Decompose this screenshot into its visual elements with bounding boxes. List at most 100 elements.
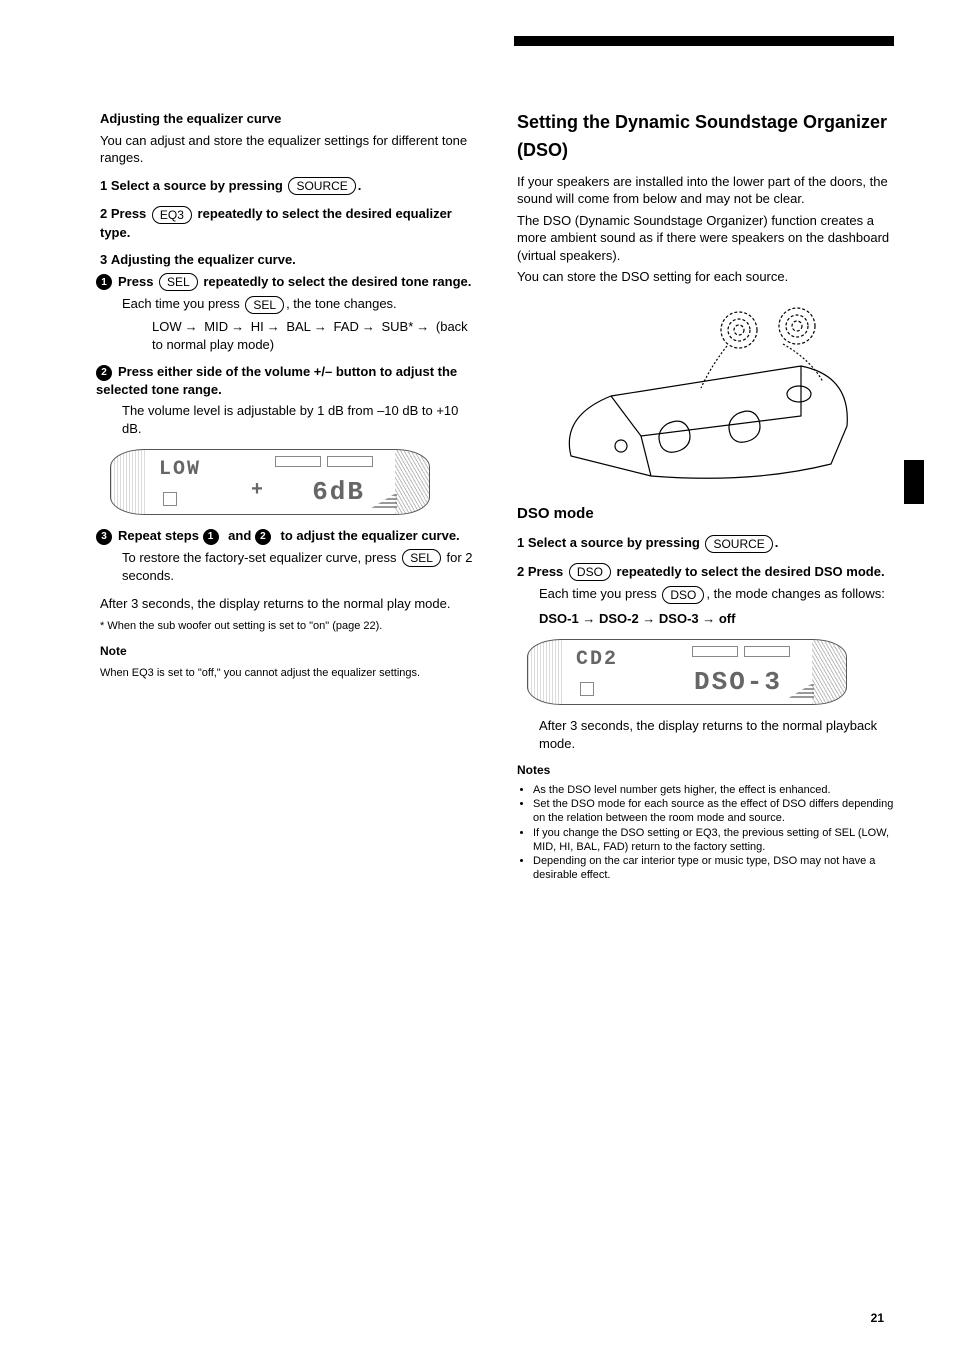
arrow-right-icon: →: [416, 319, 429, 334]
text: Press either side of the volume +/– butt…: [96, 364, 457, 397]
lcd-hatch-right: [812, 640, 846, 704]
flow-item: FAD: [334, 319, 359, 334]
notes-list: As the DSO level number gets higher, the…: [517, 783, 894, 883]
arrow-right-icon: →: [314, 319, 327, 334]
note-item: Set the DSO mode for each source as the …: [533, 797, 894, 826]
dso-button-label: DSO: [569, 563, 611, 581]
text: repeatedly to select the desired DSO mod…: [613, 564, 885, 579]
text: repeatedly to select the desired tone ra…: [200, 274, 472, 289]
text: Press: [118, 274, 157, 289]
restore-text: To restore the factory-set equalizer cur…: [122, 549, 477, 585]
sel-button-label: SEL: [159, 273, 198, 291]
notes-label: Notes: [517, 762, 894, 778]
lcd-display-1: LOW + 6dB: [110, 449, 477, 515]
sel-button-label: SEL: [245, 296, 284, 314]
header-black-bar: [514, 36, 894, 46]
right-p3: You can store the DSO setting for each s…: [517, 268, 894, 286]
left-after-text: After 3 seconds, the display returns to …: [100, 595, 477, 613]
right-p1: If your speakers are installed into the …: [517, 173, 894, 208]
text: Select a source by pressing: [111, 178, 287, 193]
eq3-button-label: EQ3: [152, 206, 192, 224]
lcd-display-2: CD2 DSO-3: [527, 639, 894, 705]
numball-1: 1: [96, 274, 112, 290]
left-column: Adjusting the equalizer curve You can ad…: [100, 110, 477, 883]
substep-3-body: To restore the factory-set equalizer cur…: [100, 549, 477, 585]
note-item: If you change the DSO setting or EQ3, th…: [533, 826, 894, 855]
arrow-right-icon: →: [267, 319, 280, 334]
right-step-1: 1 Select a source by pressing SOURCE.: [517, 534, 894, 553]
right-step-2: 2 Press DSO repeatedly to select the des…: [517, 563, 894, 582]
lcd-eq-icon: [371, 492, 397, 508]
left-step-3: 3 Adjusting the equalizer curve.: [100, 251, 477, 269]
label-2: 2: [100, 206, 107, 221]
right-after-text: After 3 seconds, the display returns to …: [539, 717, 894, 752]
note-item: As the DSO level number gets higher, the…: [533, 783, 894, 797]
page-number: 21: [871, 1310, 884, 1326]
right-title: Setting the Dynamic Soundstage Organizer: [517, 110, 894, 134]
t: To restore the factory-set equalizer cur…: [122, 550, 400, 565]
right-after-wrap: After 3 seconds, the display returns to …: [517, 717, 894, 752]
numball-ref-2: 2: [255, 529, 271, 545]
flow-item: MID: [204, 319, 228, 334]
left-title: Adjusting the equalizer curve: [100, 110, 477, 128]
text: Press: [528, 564, 567, 579]
lcd-plus-sign: +: [251, 477, 263, 504]
content-columns: Adjusting the equalizer curve You can ad…: [100, 110, 894, 883]
text: .: [358, 178, 362, 193]
left-step-1: 1 Select a source by pressing SOURCE.: [100, 177, 477, 196]
left-intro: You can adjust and store the equalizer s…: [100, 132, 477, 167]
lcd-text-top: LOW: [159, 456, 201, 483]
label-2: 2: [517, 564, 524, 579]
flow-item: HI: [251, 319, 264, 334]
dso-button-label: DSO: [662, 586, 704, 604]
t: Each time you press: [539, 586, 660, 601]
numball-3: 3: [96, 529, 112, 545]
text: Each time you press DSO, the mode change…: [539, 585, 894, 604]
right-column: Setting the Dynamic Soundstage Organizer…: [517, 110, 894, 883]
source-button-label: SOURCE: [288, 177, 355, 195]
arrow-right-icon: →: [231, 319, 244, 334]
text: Press: [111, 206, 150, 221]
flow-item: BAL: [286, 319, 311, 334]
source-button-label: SOURCE: [705, 535, 772, 553]
t: Each time you press: [122, 296, 243, 311]
text: Repeat steps: [118, 528, 203, 543]
substep-1: 1 Press SEL repeatedly to select the desi…: [96, 273, 477, 292]
text: Each time you press SEL, the tone change…: [122, 295, 477, 314]
text: to adjust the equalizer curve.: [277, 528, 460, 543]
side-black-tab: [904, 460, 924, 504]
lcd-small-icon: [163, 492, 177, 506]
lcd-text-bot: 6dB: [312, 475, 365, 510]
right-step-2-body: Each time you press DSO, the mode change…: [517, 585, 894, 627]
substep-2: 2Press either side of the volume +/– but…: [96, 363, 477, 398]
t: , the tone changes.: [286, 296, 397, 311]
numball-ref-1: 1: [203, 529, 219, 545]
substep-1-body: Each time you press SEL, the tone change…: [100, 295, 477, 353]
label-1: 1: [517, 535, 524, 550]
text: .: [775, 535, 779, 550]
lcd-panel: CD2 DSO-3: [527, 639, 847, 705]
flow-item: LOW: [152, 319, 182, 334]
lcd-eq-icon: [788, 682, 814, 698]
text: Adjusting the equalizer curve.: [111, 252, 296, 267]
label-1: 1: [100, 178, 107, 193]
lcd-small-icon: [580, 682, 594, 696]
arrow-right-icon: →: [362, 319, 375, 334]
t: , the mode changes as follows:: [706, 586, 885, 601]
substep-3: 3 Repeat steps 1 and 2 to adjust the equa…: [96, 527, 477, 545]
lcd-text-bot: DSO-3: [694, 665, 782, 700]
lcd-hatch-right: [395, 450, 429, 514]
arrow-right-icon: →: [185, 319, 198, 334]
flow-item: SUB*: [381, 319, 413, 334]
right-p2: The DSO (Dynamic Soundstage Organizer) f…: [517, 212, 894, 265]
text: and: [225, 528, 255, 543]
lcd-text-top: CD2: [576, 646, 618, 673]
sel-button-label: SEL: [402, 549, 441, 567]
numball-2: 2: [96, 365, 112, 381]
note-label: Note: [100, 643, 477, 659]
left-step-2: 2 Press EQ3 repeatedly to select the des…: [100, 205, 477, 241]
text: Select a source by pressing: [528, 535, 704, 550]
lcd-hatch-left: [111, 450, 145, 514]
dso-flow: DSO-1 → DSO-2 → DSO-3 → off: [539, 610, 894, 628]
lcd-hatch-left: [528, 640, 562, 704]
